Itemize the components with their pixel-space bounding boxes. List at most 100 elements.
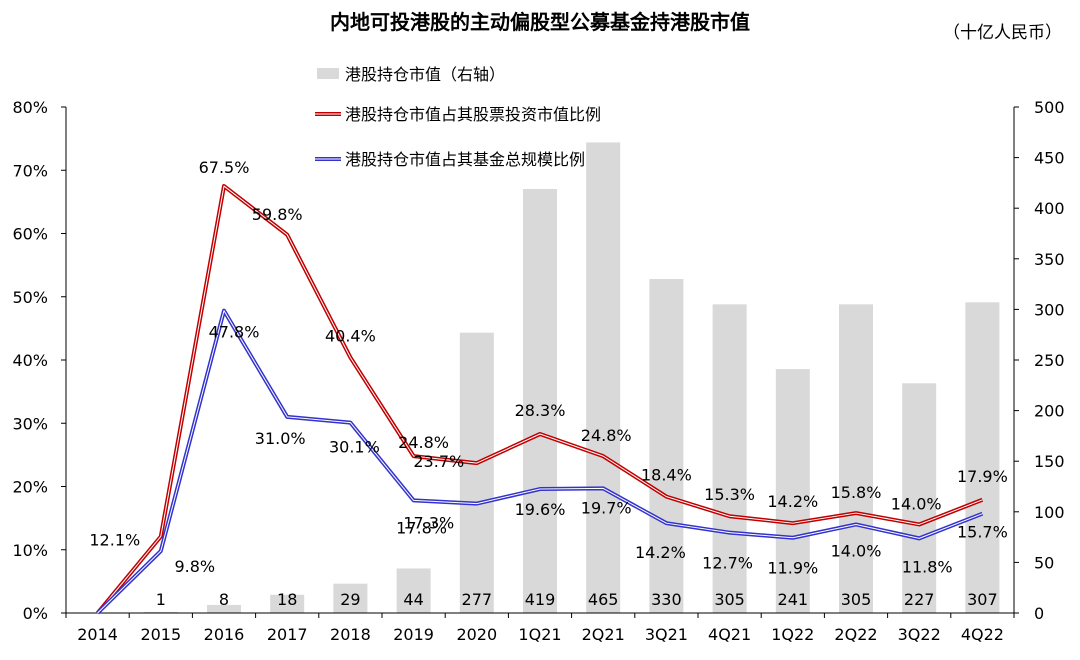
x-tick-label: 1Q22 [771, 625, 814, 644]
chart-title: 内地可投港股的主动偏股型公募基金持港股市值 [330, 10, 750, 34]
red-series-data-label: 67.5% [199, 158, 250, 177]
blue-series-data-label: 11.8% [902, 557, 953, 576]
red-series-data-label: 28.3% [515, 401, 566, 420]
bar-value-label: 419 [525, 590, 556, 609]
blue-series-data-label: 14.2% [635, 543, 686, 562]
bar-value-label: 305 [841, 590, 872, 609]
bar-value-label: 241 [778, 590, 809, 609]
blue-series-data-label: 30.1% [329, 438, 380, 457]
red-series-data-label: 14.2% [767, 492, 818, 511]
x-tick-label: 2015 [140, 625, 181, 644]
red-series-data-label: 18.4% [641, 466, 692, 485]
blue-series-data-label: 17.8% [396, 518, 447, 537]
bar [775, 369, 810, 613]
bar-value-label: 8 [219, 590, 229, 609]
left-tick-label: 80% [12, 98, 48, 117]
bar-value-label: 29 [340, 590, 360, 609]
x-tick-label: 1Q21 [518, 625, 561, 644]
red-series-data-label: 17.9% [957, 467, 1008, 486]
red-series-data-label: 24.8% [581, 426, 632, 445]
blue-series-data-label: 17.3% [403, 514, 454, 533]
x-tick-label: 2Q22 [834, 625, 877, 644]
right-tick-label: 0 [1034, 604, 1044, 623]
blue-series-data-label: 15.7% [957, 523, 1008, 542]
bar [649, 279, 684, 613]
left-tick-label: 30% [12, 414, 48, 433]
left-tick-label: 10% [12, 541, 48, 560]
blue-series-data-label: 9.8% [174, 557, 215, 576]
blue-series-line-inner [97, 310, 983, 614]
bar [586, 142, 621, 614]
bar-value-label: 277 [462, 590, 493, 609]
x-tick-label: 2017 [267, 625, 308, 644]
bar [902, 383, 937, 613]
x-tick-label: 3Q21 [645, 625, 688, 644]
red-series-data-label: 59.8% [252, 205, 303, 224]
bar [396, 568, 431, 613]
bar [965, 302, 1000, 613]
left-tick-label: 70% [12, 161, 48, 180]
bar [143, 611, 178, 613]
red-series-data-label: 15.8% [831, 483, 882, 502]
x-tick-label: 3Q22 [898, 625, 941, 644]
bar-value-label: 18 [277, 590, 297, 609]
left-tick-label: 20% [12, 478, 48, 497]
right-tick-label: 250 [1034, 351, 1065, 370]
bar-value-label: 307 [967, 590, 998, 609]
legend-label-blue: 港股持仓市值占其基金总规模比例 [345, 150, 585, 169]
bar [207, 604, 241, 613]
blue-series-data-label: 19.6% [515, 500, 566, 519]
blue-series-data-label: 14.0% [831, 541, 882, 560]
left-tick-label: 40% [12, 351, 48, 370]
x-tick-label: 4Q21 [708, 625, 751, 644]
bar-value-label: 465 [588, 590, 619, 609]
right-tick-label: 150 [1034, 452, 1065, 471]
red-series-data-label: 15.3% [704, 485, 755, 504]
right-tick-label: 400 [1034, 199, 1065, 218]
red-series-data-label: 24.8% [398, 433, 449, 452]
bar [712, 304, 747, 613]
x-tick-label: 2019 [393, 625, 434, 644]
red-series-data-label: 12.1% [89, 530, 140, 549]
x-tick-label: 2Q21 [582, 625, 625, 644]
right-tick-label: 350 [1034, 250, 1065, 269]
x-tick-label: 2014 [77, 625, 118, 644]
left-tick-label: 60% [12, 225, 48, 244]
left-tick-label: 50% [12, 288, 48, 307]
right-tick-label: 200 [1034, 402, 1065, 421]
red-series-data-label: 23.7% [413, 452, 464, 471]
blue-series-data-label: 31.0% [255, 429, 306, 448]
bar-value-label: 44 [403, 590, 423, 609]
right-tick-label: 300 [1034, 300, 1065, 319]
bar [459, 332, 494, 613]
blue-series-data-label: 11.9% [767, 559, 818, 578]
x-tick-label: 2020 [456, 625, 497, 644]
bar [839, 304, 873, 613]
blue-series-data-label: 19.7% [581, 498, 632, 517]
left-tick-label: 0% [23, 604, 48, 623]
right-tick-label: 100 [1034, 503, 1065, 522]
legend-swatch-bars [317, 68, 339, 79]
right-tick-label: 50 [1034, 553, 1054, 572]
red-series-data-label: 40.4% [325, 326, 376, 345]
bar-value-label: 305 [714, 590, 745, 609]
bar [270, 594, 305, 613]
bar [523, 188, 557, 614]
red-series-line-inner [97, 185, 983, 614]
bar-value-label: 1 [156, 590, 166, 609]
bar-value-label: 227 [904, 590, 935, 609]
legend-label-bars: 港股持仓市值（右轴） [345, 65, 505, 84]
x-tick-label: 2018 [330, 625, 371, 644]
bar-value-label: 330 [651, 590, 682, 609]
bar [333, 583, 368, 613]
blue-series-data-label: 47.8% [209, 323, 260, 342]
x-tick-label: 2016 [204, 625, 245, 644]
red-series-data-label: 14.0% [891, 494, 942, 513]
blue-series-data-label: 12.7% [702, 554, 753, 573]
legend-label-red: 港股持仓市值占其股票投资市值比例 [345, 105, 601, 124]
x-tick-label: 4Q22 [961, 625, 1004, 644]
right-tick-label: 500 [1034, 98, 1065, 117]
right-tick-label: 450 [1034, 149, 1065, 168]
right-axis-unit: （十亿人民币） [943, 23, 1062, 43]
